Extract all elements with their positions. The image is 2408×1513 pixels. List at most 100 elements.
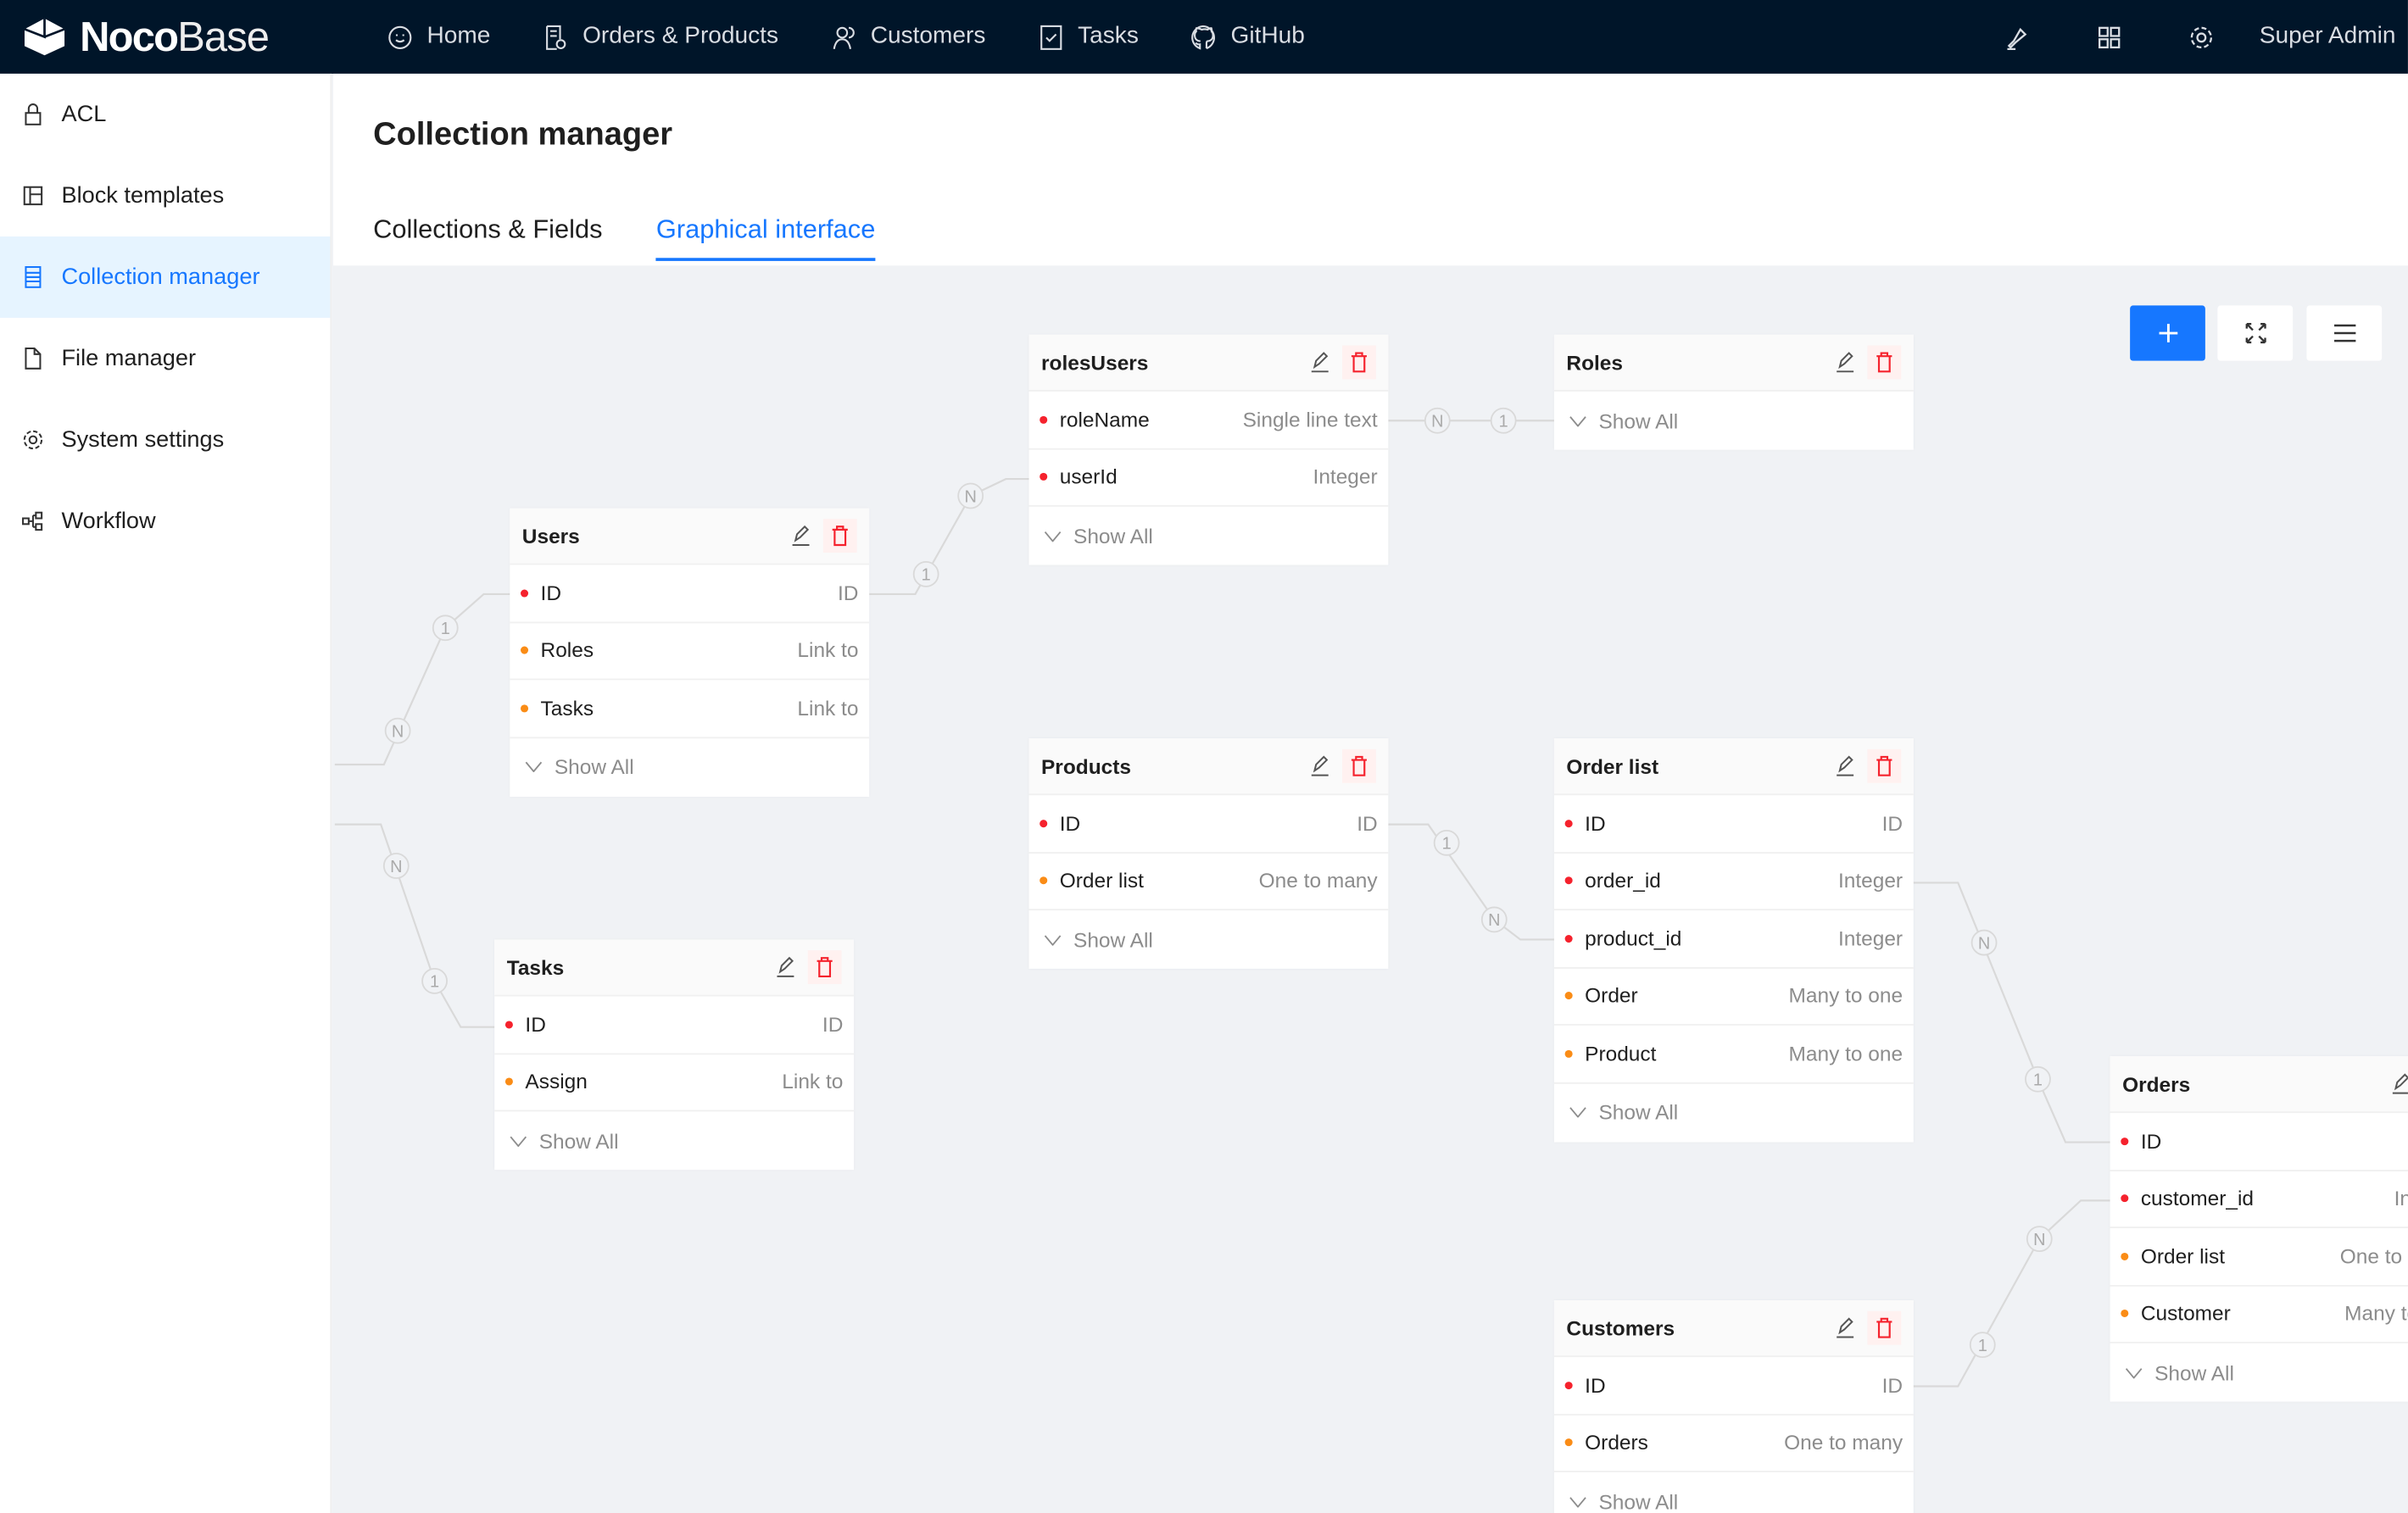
collection-card-customers[interactable]: Customers ID ID Orders One to many Show All xyxy=(1553,1300,1914,1513)
field-type: Many to one xyxy=(1788,984,1904,1008)
delete-button[interactable] xyxy=(1341,345,1376,380)
edit-button[interactable] xyxy=(783,519,817,553)
relation-edge[interactable] xyxy=(334,592,510,766)
collection-card-rolesusers[interactable]: rolesUsers roleName Single line text userI… xyxy=(1028,334,1389,565)
field-row[interactable]: Assign Link to xyxy=(494,1054,855,1112)
card-header[interactable]: Users xyxy=(510,508,870,565)
field-row[interactable]: product_id Integer xyxy=(1553,910,1914,968)
field-row[interactable]: Order list One to many xyxy=(1028,853,1389,911)
fullscreen-button[interactable] xyxy=(2217,305,2294,361)
show-all-button[interactable]: Show All xyxy=(1029,910,1389,969)
tab-collections-fields[interactable]: Collections & Fields xyxy=(373,214,603,244)
show-all-button[interactable]: Show All xyxy=(494,1111,854,1170)
field-dot xyxy=(1564,1381,1573,1389)
page-header: Collection manager Collections & Fields … xyxy=(333,73,2408,266)
collection-card-tasks[interactable]: Tasks ID ID Assign Link to Show All xyxy=(494,939,855,1171)
nav-github[interactable]: GitHub xyxy=(1190,23,1305,51)
collection-card-roles[interactable]: Roles Show All xyxy=(1553,334,1914,450)
card-header[interactable]: Products xyxy=(1028,738,1389,796)
sidebar-item-workflow[interactable]: Workflow xyxy=(0,481,330,562)
edit-button[interactable] xyxy=(2383,1067,2408,1101)
relation-edge[interactable] xyxy=(334,823,495,1028)
menu-button[interactable] xyxy=(2306,305,2383,361)
edit-button[interactable] xyxy=(1827,1311,1861,1345)
edit-button[interactable] xyxy=(1827,749,1861,783)
user-menu[interactable]: Super Admin xyxy=(2259,23,2396,49)
card-header[interactable]: Customers xyxy=(1553,1300,1914,1358)
card-header[interactable]: Tasks xyxy=(494,939,855,997)
delete-button[interactable] xyxy=(1867,345,1902,380)
tab-graphical-interface[interactable]: Graphical interface xyxy=(655,215,876,261)
delete-button[interactable] xyxy=(807,950,842,984)
edit-button[interactable] xyxy=(1827,346,1861,380)
plugin-grid-icon[interactable] xyxy=(2063,24,2155,50)
card-header[interactable]: Roles xyxy=(1553,334,1914,392)
field-row[interactable]: order_id Integer xyxy=(1553,853,1914,911)
field-row[interactable]: Orders One to many xyxy=(1553,1415,1914,1472)
sidebar-item-system-settings[interactable]: System settings xyxy=(0,399,330,481)
show-all-button[interactable]: Show All xyxy=(1554,1083,1914,1142)
delete-button[interactable] xyxy=(1867,1310,1902,1345)
field-row[interactable]: Customer Many to one xyxy=(2110,1286,2408,1343)
card-header[interactable]: Order list xyxy=(1553,738,1914,796)
sidebar-item-file-manager[interactable]: File manager xyxy=(0,318,330,399)
show-all-button[interactable]: Show All xyxy=(2110,1343,2408,1402)
collection-card-products[interactable]: Products ID ID Order list One to many Show A… xyxy=(1028,738,1389,969)
file-icon xyxy=(25,348,42,370)
show-all-button[interactable]: Show All xyxy=(510,737,869,796)
field-row[interactable]: Order Many to one xyxy=(1553,968,1914,1026)
show-all-button[interactable]: Show All xyxy=(1554,1472,1914,1513)
sidebar-item-acl[interactable]: ACL xyxy=(0,74,330,155)
show-all-button[interactable]: Show All xyxy=(1029,507,1389,565)
logo-text-bold: Noco xyxy=(80,13,179,59)
svg-text:N: N xyxy=(392,722,404,741)
field-row[interactable]: ID ID xyxy=(1553,795,1914,854)
edit-icon xyxy=(1310,352,1328,373)
field-name: ID xyxy=(1585,811,1606,835)
card-header[interactable]: Orders xyxy=(2110,1056,2408,1114)
field-row[interactable]: roleName Single line text xyxy=(1028,392,1389,449)
show-all-button[interactable]: Show All xyxy=(1554,392,1914,450)
relation-edge[interactable] xyxy=(1388,823,1554,941)
edit-button[interactable] xyxy=(1302,346,1336,380)
settings-icon[interactable] xyxy=(2155,24,2248,50)
field-name: Order list xyxy=(2140,1244,2226,1268)
logo[interactable]: Noco Base xyxy=(21,13,343,60)
sidebar-item-block-templates[interactable]: Block templates xyxy=(0,155,330,236)
field-row[interactable]: Product Many to one xyxy=(1553,1026,1914,1083)
relation-edge[interactable] xyxy=(1913,1199,2110,1388)
nav-orders-products[interactable]: Orders & Products xyxy=(543,23,778,51)
collection-card-users[interactable]: Users ID ID Roles Link to Tasks Link to Show A… xyxy=(510,508,870,797)
field-row[interactable]: Roles Link to xyxy=(510,622,870,681)
delete-button[interactable] xyxy=(1867,748,1902,783)
field-row[interactable]: Tasks Link to xyxy=(510,680,870,738)
collection-card-order-list[interactable]: Order list ID ID order_id Integer product_id… xyxy=(1553,738,1914,1142)
delete-button[interactable] xyxy=(822,519,857,553)
edit-button[interactable] xyxy=(1302,749,1336,783)
field-type: ID xyxy=(1881,811,1904,835)
edit-icon xyxy=(1836,1317,1853,1338)
sidebar-item-collection-manager[interactable]: Collection manager xyxy=(0,236,331,318)
field-name: Product xyxy=(1585,1042,1657,1065)
field-row[interactable]: userId Integer xyxy=(1028,449,1389,507)
card-header[interactable]: rolesUsers xyxy=(1028,334,1389,392)
highlight-icon[interactable] xyxy=(1970,24,2063,50)
relation-edge[interactable] xyxy=(869,478,1029,596)
field-row[interactable]: Order list One to many xyxy=(2110,1228,2408,1286)
nav-home[interactable]: Home xyxy=(387,23,490,51)
cardinality-label: N xyxy=(1970,929,1998,956)
add-collection-button[interactable] xyxy=(2130,305,2205,361)
nav-customers[interactable]: Customers xyxy=(831,23,985,51)
nav-tasks[interactable]: Tasks xyxy=(1038,23,1139,51)
relation-edge[interactable] xyxy=(1913,882,2110,1143)
delete-button[interactable] xyxy=(1341,748,1376,783)
chevron-down-icon xyxy=(1044,934,1062,945)
edit-button[interactable] xyxy=(768,950,802,984)
field-row[interactable]: customer_id Integer xyxy=(2110,1171,2408,1228)
